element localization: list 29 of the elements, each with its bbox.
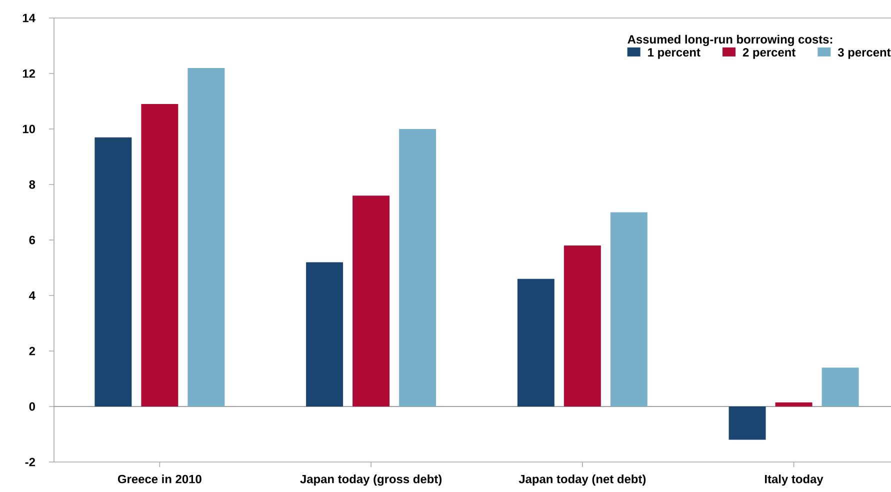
bar [306,262,344,406]
x-tick-label: Japan today (net debt) [518,474,646,486]
legend-title: Assumed long-run borrowing costs: [628,34,832,46]
x-tick-label: Italy today [765,474,824,486]
legend-label: 1 percent [648,48,700,59]
bar [610,212,648,406]
y-tick-label: 6 [29,236,36,244]
legend-label: 2 percent [742,48,796,59]
legend-label: 3 percent [838,48,891,59]
bar [188,68,225,406]
bar [141,104,178,406]
bar [517,278,554,406]
bar [399,128,436,406]
y-tick-label: 10 [22,124,35,134]
y-tick-label: 0 [29,402,35,411]
y-tick-label: -2 [25,458,36,466]
x-tick-label: Greece in 2010 [118,474,202,484]
bar [352,196,390,406]
x-tick-label: Japan today (gross debt) [300,474,442,486]
bar [94,137,132,406]
bar [564,246,601,406]
y-tick-label: 2 [29,346,36,356]
y-tick-label: 14 [22,14,36,22]
y-tick-label: 12 [22,69,35,78]
y-tick-label: 4 [29,291,36,300]
bar [728,406,766,440]
bar [822,368,859,406]
bar [775,402,812,406]
y-tick-label: 8 [29,180,36,189]
